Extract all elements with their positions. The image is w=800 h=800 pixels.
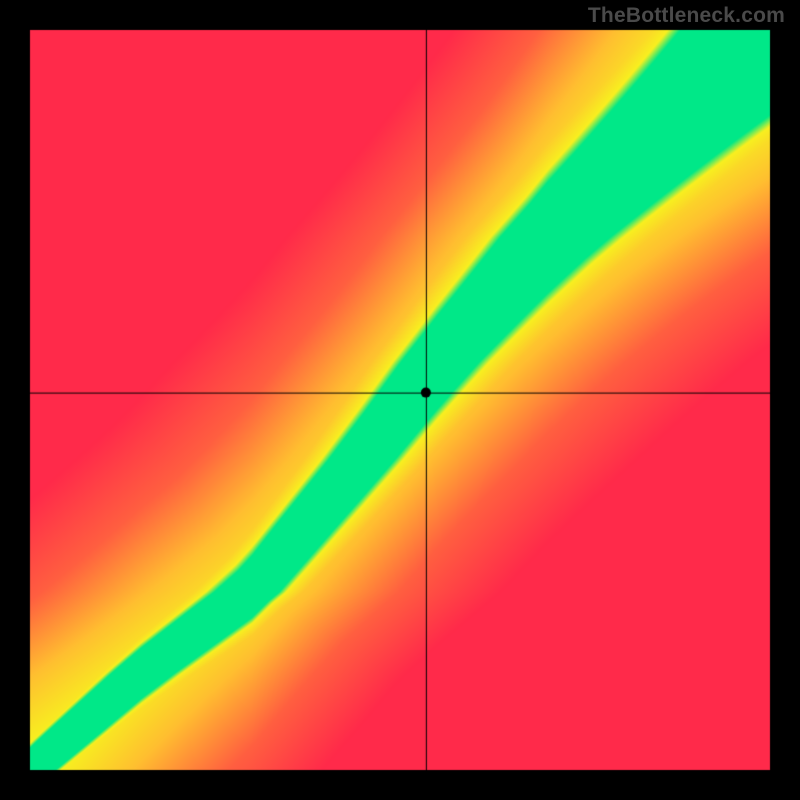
chart-container: TheBottleneck.com <box>0 0 800 800</box>
bottleneck-heatmap <box>0 0 800 800</box>
attribution-label: TheBottleneck.com <box>588 4 785 28</box>
